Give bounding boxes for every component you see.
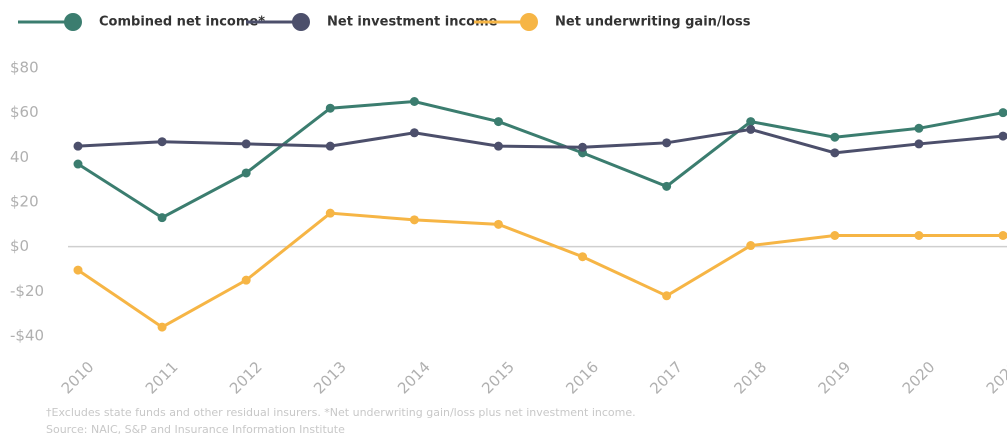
x-tick-label: 2020 xyxy=(899,358,939,398)
x-tick-label: 2017 xyxy=(646,358,686,398)
footnote: Source: NAIC, S&P and Insurance Informat… xyxy=(46,423,345,436)
y-tick-label: -$20 xyxy=(10,282,44,300)
legend-label: Net investment income xyxy=(327,15,498,30)
point xyxy=(746,241,756,251)
x-tick-label: 2018 xyxy=(731,358,771,398)
x-tick-label: 2019 xyxy=(815,358,855,398)
x-tick-label: 2014 xyxy=(394,358,434,398)
x-tick-label: 2016 xyxy=(562,358,602,398)
point xyxy=(578,142,588,152)
point xyxy=(157,137,167,147)
y-tick-label: $60 xyxy=(10,103,39,121)
x-tick-label: 2012 xyxy=(226,358,266,398)
point xyxy=(662,291,672,301)
point xyxy=(746,117,756,127)
y-tick-label: $20 xyxy=(10,193,39,211)
x-tick-label: 2011 xyxy=(142,358,182,398)
legend-dot xyxy=(64,13,82,31)
series-line xyxy=(77,127,1004,155)
point xyxy=(493,117,503,127)
x-tick-label: 2021 xyxy=(983,358,1007,398)
point xyxy=(73,141,83,151)
point xyxy=(73,159,83,169)
point xyxy=(914,123,924,133)
x-tick-label: 2015 xyxy=(478,358,518,398)
y-tick-label: 40 xyxy=(10,148,29,166)
x-tick-label: 2010 xyxy=(58,358,98,398)
point xyxy=(157,213,167,223)
point xyxy=(746,124,756,134)
y-tick-label: $80 xyxy=(10,59,39,77)
point xyxy=(241,168,251,178)
y-tick-label: $0 xyxy=(10,237,29,255)
point xyxy=(241,139,251,149)
point xyxy=(241,275,251,285)
point xyxy=(998,231,1007,240)
point xyxy=(493,219,503,229)
point xyxy=(830,231,840,240)
point xyxy=(830,148,840,158)
legend-dot xyxy=(292,13,310,31)
footnote: †Excludes state funds and other residual… xyxy=(46,406,636,419)
point xyxy=(409,97,419,106)
point xyxy=(493,141,503,151)
series-line xyxy=(77,211,1003,329)
point xyxy=(998,108,1007,118)
point xyxy=(325,103,335,113)
point xyxy=(914,139,924,149)
legend-item: Net underwriting gain/loss xyxy=(474,13,751,31)
legend-item: Combined net income* xyxy=(18,13,265,31)
point xyxy=(409,215,419,225)
point xyxy=(998,131,1007,141)
legend-dot xyxy=(520,13,538,31)
point xyxy=(157,322,167,332)
legend-label: Net underwriting gain/loss xyxy=(555,15,751,30)
x-tick-label: 2013 xyxy=(310,358,350,398)
point xyxy=(325,141,335,151)
y-tick-label: -$40 xyxy=(10,327,44,345)
point xyxy=(662,181,672,191)
point xyxy=(578,252,588,262)
point xyxy=(73,265,83,275)
series-line xyxy=(77,99,1004,220)
legend-item: Net investment income xyxy=(246,13,498,31)
point xyxy=(409,128,419,138)
point xyxy=(325,208,335,218)
point xyxy=(914,231,924,240)
legend-label: Combined net income* xyxy=(99,15,265,30)
point xyxy=(662,138,672,148)
point xyxy=(830,132,840,142)
